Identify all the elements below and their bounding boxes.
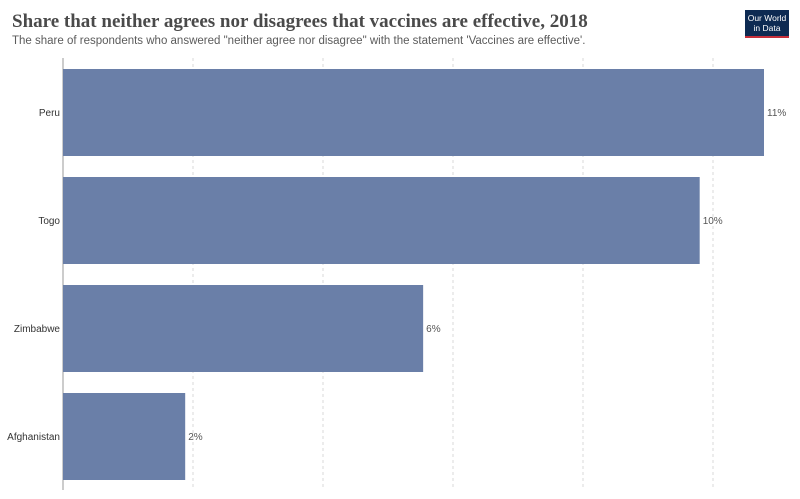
category-label-zimbabwe: Zimbabwe bbox=[14, 324, 61, 335]
category-label-togo: Togo bbox=[38, 216, 60, 227]
logo-accent-bar bbox=[745, 36, 789, 38]
logo-line-1: Our World bbox=[747, 13, 787, 23]
chart-subtitle: The share of respondents who answered "n… bbox=[12, 35, 586, 47]
value-label-zimbabwe: 6% bbox=[426, 324, 441, 335]
labels: Peru 11% Togo 10% Zimbabwe 6% Afghanistan 2% bbox=[7, 108, 786, 443]
value-label-peru: 11% bbox=[767, 108, 786, 119]
chart-header: Share that neither agrees nor disagrees … bbox=[12, 10, 732, 47]
bar-peru[interactable] bbox=[63, 69, 764, 156]
value-label-togo: 10% bbox=[703, 216, 723, 227]
bar-zimbabwe[interactable] bbox=[63, 285, 424, 372]
logo-line-2: in Data bbox=[753, 23, 781, 33]
bar-togo[interactable] bbox=[63, 177, 700, 264]
owid-logo[interactable]: Our World in Data bbox=[745, 10, 789, 36]
category-label-afghanistan: Afghanistan bbox=[7, 432, 60, 443]
bars bbox=[63, 69, 764, 480]
chart-title: Share that neither agrees nor disagrees … bbox=[12, 11, 588, 32]
bar-afghanistan[interactable] bbox=[63, 393, 186, 480]
category-label-peru: Peru bbox=[39, 108, 60, 119]
value-label-afghanistan: 2% bbox=[188, 432, 203, 443]
